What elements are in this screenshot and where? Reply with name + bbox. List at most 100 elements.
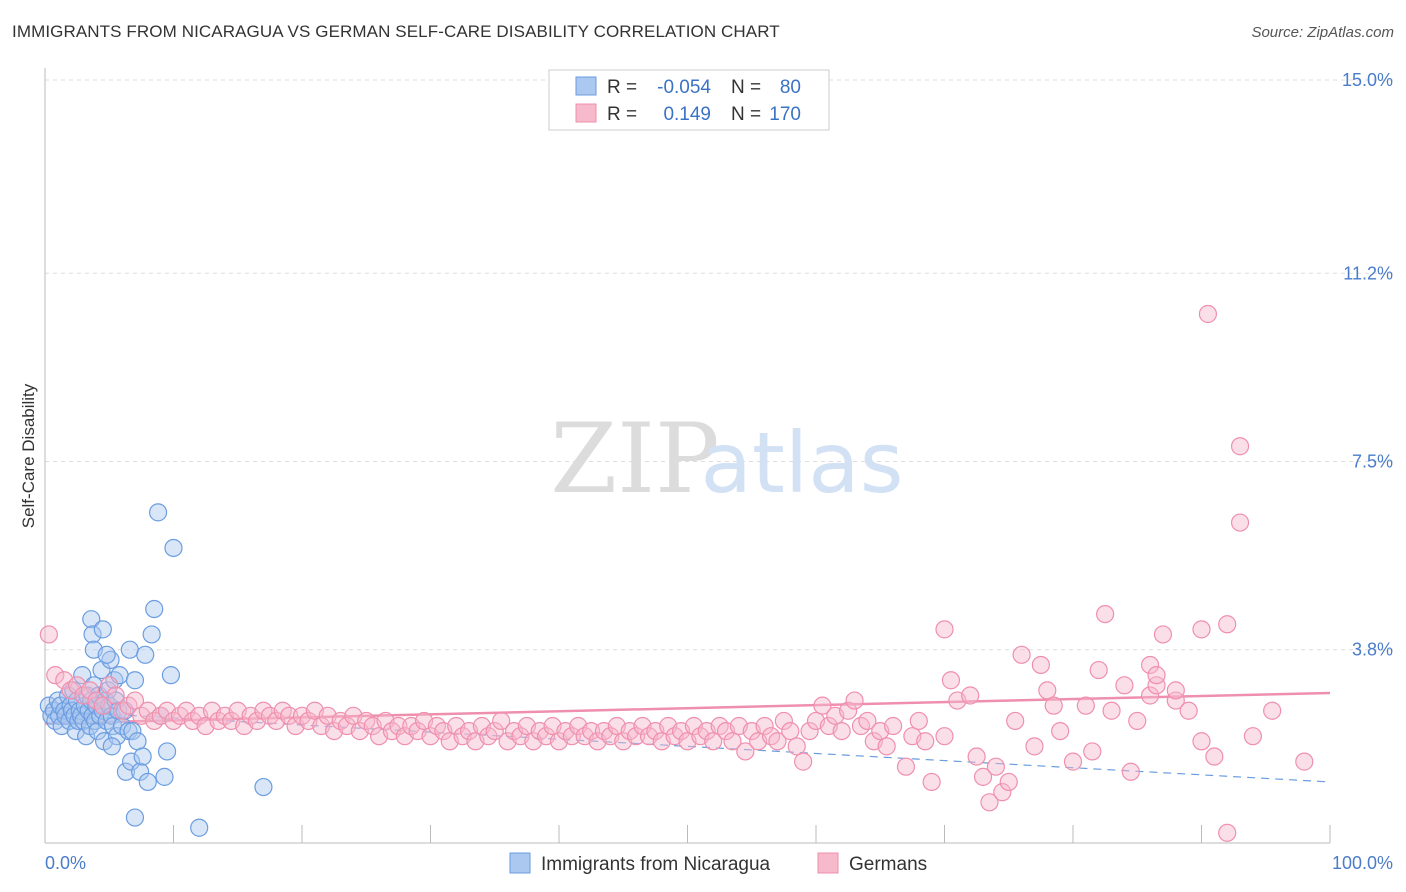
point-germans-6 [80, 681, 100, 700]
point-nicaragua-75 [157, 742, 177, 761]
point-germans-132 [896, 757, 916, 776]
point-germans-181 [1096, 604, 1115, 624]
point-germans-152 [1044, 696, 1063, 715]
point-germans-151 [1038, 681, 1057, 700]
series-legend: Immigrants from Nicaragua Germans [509, 852, 927, 875]
point-germans-169 [1218, 823, 1237, 842]
x-tick-labels: 0.0% 100.0% [45, 853, 1393, 873]
point-nicaragua-65 [128, 732, 147, 751]
point-germans-70 [492, 711, 511, 731]
point-nicaragua-79 [190, 818, 209, 837]
chart-source: Source: ZipAtlas.com [1251, 24, 1394, 41]
point-germans-162 [1140, 686, 1160, 705]
point-germans-145 [993, 783, 1012, 802]
point-germans-170 [1230, 513, 1250, 532]
y-axis-label: Self-Care Disability [19, 383, 38, 528]
point-germans-118 [800, 721, 819, 741]
point-nicaragua-59 [116, 762, 136, 781]
point-germans-149 [1025, 737, 1044, 756]
point-germans-113 [768, 732, 787, 751]
point-nicaragua-50 [82, 610, 101, 629]
y-tick-label-3: 15.0% [1342, 70, 1393, 90]
correlation-legend: R = -0.054 N = 80 R = 0.149 N = 170 [548, 69, 830, 131]
point-nicaragua-72 [148, 503, 168, 522]
x-tick-label-1: 100.0% [1332, 853, 1393, 873]
point-germans-111 [755, 716, 774, 736]
point-germans-124 [839, 701, 858, 720]
watermark-zip: ZIP [550, 403, 719, 515]
point-germans-160 [1121, 762, 1140, 781]
y-tick-labels: 3.8% 7.5% 11.2% 15.0% [1342, 70, 1393, 660]
point-germans-157 [1089, 660, 1108, 680]
x-tick-label-0: 0.0% [45, 853, 86, 873]
point-germans-179 [1198, 304, 1218, 324]
data-points [39, 304, 1314, 842]
point-germans-161 [1128, 711, 1147, 731]
point-germans-175 [1192, 620, 1211, 639]
point-nicaragua-76 [161, 666, 181, 685]
point-germans-168 [1205, 747, 1224, 766]
point-nicaragua-80 [254, 777, 273, 797]
point-germans-106 [723, 732, 742, 751]
legend-n-label-2: N = [731, 104, 761, 125]
point-nicaragua-69 [138, 772, 157, 792]
bottom-legend-swatch-nicaragua [509, 852, 531, 874]
point-germans-1 [46, 666, 65, 685]
point-germans-164 [1153, 625, 1173, 644]
point-germans-143 [980, 793, 999, 812]
point-nicaragua-62 [121, 752, 141, 771]
legend-r-value-1: -0.054 [657, 77, 711, 98]
point-germans-117 [794, 752, 813, 771]
point-germans-91 [626, 727, 646, 746]
point-germans-136 [922, 772, 941, 792]
point-nicaragua-24 [77, 727, 96, 746]
y-tick-label-0: 3.8% [1352, 640, 1393, 660]
axes [44, 68, 1331, 844]
point-nicaragua-74 [155, 767, 174, 786]
point-germans-37 [280, 706, 299, 725]
legend-n-value-1: 80 [780, 77, 801, 98]
point-germans-167 [1192, 732, 1211, 751]
point-germans-84 [582, 721, 601, 741]
point-nicaragua-53 [93, 620, 112, 639]
legend-r-label-1: R = [607, 77, 637, 98]
bottom-legend-label-germans: Germans [849, 854, 927, 875]
point-germans-13 [125, 691, 145, 710]
point-germans-125 [845, 691, 864, 710]
point-germans-174 [1140, 655, 1160, 675]
point-nicaragua-60 [119, 721, 138, 741]
point-germans-9 [100, 676, 119, 695]
point-germans-140 [961, 686, 980, 705]
y-tick-label-2: 11.2% [1343, 263, 1393, 283]
y-tick-label-1: 7.5% [1352, 452, 1393, 472]
point-germans-116 [787, 737, 806, 756]
legend-r-label-2: R = [607, 104, 637, 125]
gridlines [45, 79, 1395, 651]
point-germans-103 [704, 732, 723, 751]
point-nicaragua-68 [136, 645, 155, 664]
point-germans-8 [93, 696, 112, 715]
point-germans-150 [1031, 655, 1050, 675]
legend-n-value-2: 170 [769, 104, 801, 125]
point-germans-108 [736, 742, 755, 761]
point-germans-134 [909, 711, 928, 731]
point-germans-159 [1115, 676, 1134, 695]
point-germans-177 [1147, 666, 1166, 685]
point-nicaragua-61 [120, 640, 139, 659]
point-nicaragua-78 [125, 808, 145, 827]
point-germans-120 [813, 696, 832, 715]
point-germans-10 [106, 686, 125, 705]
point-germans-0 [39, 625, 58, 644]
point-germans-141 [967, 747, 986, 766]
point-nicaragua-55 [102, 737, 121, 756]
point-germans-142 [973, 767, 993, 786]
legend-swatch-nicaragua [575, 76, 597, 96]
point-germans-146 [999, 772, 1018, 792]
point-germans-123 [832, 721, 851, 741]
point-germans-130 [877, 737, 896, 756]
point-germans-114 [774, 711, 793, 731]
point-germans-135 [916, 732, 935, 751]
point-germans-81 [562, 727, 581, 746]
point-germans-182 [935, 620, 954, 639]
point-germans-156 [1083, 742, 1102, 761]
